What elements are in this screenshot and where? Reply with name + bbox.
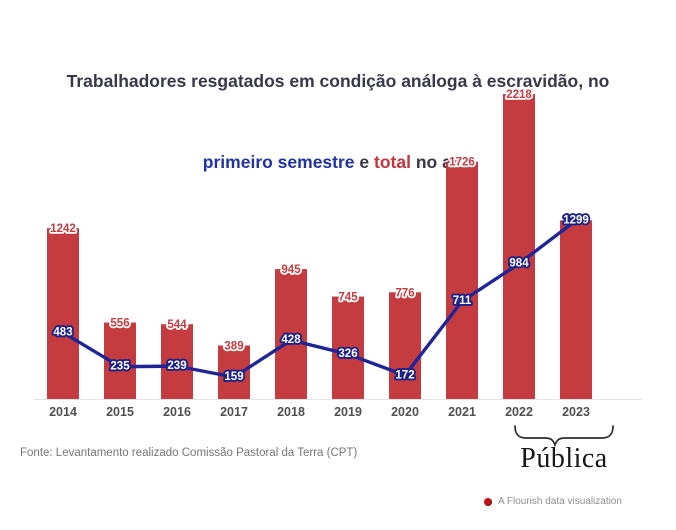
chart-title: Trabalhadores resgatados em condição aná… [0, 14, 676, 230]
x-axis-label-2021: 2021 [448, 405, 476, 419]
chart-area: 2014 2015 2016 2017 2018 2019 2020 2021 2022 2023… [0, 80, 676, 425]
x-axis-label-2018: 2018 [277, 405, 305, 419]
legend-total: total [374, 152, 411, 172]
chart-title-line1: Trabalhadores resgatados em condição aná… [66, 71, 610, 91]
line-value-label-2014: 483 [53, 327, 72, 339]
bar-value-label-2017: 389 [224, 341, 243, 353]
line-value-label-2018: 428 [281, 334, 301, 346]
line-value-label-2015: 235 [110, 361, 130, 373]
bar-value-label-2020: 776 [395, 287, 414, 299]
bar-2020 [389, 292, 421, 399]
x-axis-label-2020: 2020 [391, 405, 419, 419]
line-value-label-2023: 1299 [563, 214, 589, 226]
legend-first-semester: primeiro semestre [202, 152, 355, 172]
x-axis-label-2016: 2016 [163, 405, 191, 419]
flourish-credit-label: A Flourish data visualization [498, 496, 622, 507]
publica-logo: Pública [500, 424, 628, 473]
x-axis-label-2023: 2023 [562, 405, 590, 419]
line-series [61, 218, 578, 379]
line-value-label-2019: 326 [338, 348, 357, 360]
line-value-label-2016: 239 [167, 360, 186, 372]
publica-wordmark: Pública [520, 443, 608, 474]
line-value-label-2020: 172 [395, 369, 414, 381]
title-conjunction: e [354, 152, 375, 172]
source-note: Fonte: Levantamento realizado Comissão P… [20, 447, 358, 459]
line-value-label-2017: 159 [224, 371, 243, 383]
bar-2021 [446, 161, 478, 399]
bar-2022 [503, 94, 535, 399]
bar-2016 [161, 324, 193, 399]
bar-value-label-2018: 945 [281, 264, 301, 276]
bar-2019 [332, 296, 364, 399]
flourish-attribution[interactable]: A Flourish data visualization [484, 496, 622, 507]
brace-icon [514, 425, 614, 448]
x-axis-label-2019: 2019 [334, 405, 362, 419]
bar-value-label-2015: 556 [110, 318, 129, 330]
x-axis-label-2022: 2022 [505, 405, 533, 419]
bar-2018 [275, 269, 307, 399]
bar-2023 [560, 220, 592, 399]
bar-2017 [218, 345, 250, 399]
bar-value-label-2014: 1242 [50, 223, 76, 235]
bar-2014 [47, 228, 79, 399]
line-value-label-2022: 984 [509, 258, 529, 270]
x-axis-label-2017: 2017 [220, 405, 248, 419]
flourish-logo-icon [484, 497, 492, 506]
line-value-label-2021: 711 [453, 295, 472, 307]
bar-value-label-2022: 2218 [506, 89, 532, 101]
x-axis-label-2014: 2014 [49, 405, 77, 419]
bar-value-label-2019: 745 [338, 292, 358, 304]
bar-value-label-2021: 1726 [449, 157, 475, 169]
bar-line-chart: 2014 2015 2016 2017 2018 2019 2020 2021 2022 2023… [34, 87, 642, 419]
x-axis-label-2015: 2015 [106, 405, 134, 419]
bar-value-label-2016: 544 [167, 319, 187, 331]
